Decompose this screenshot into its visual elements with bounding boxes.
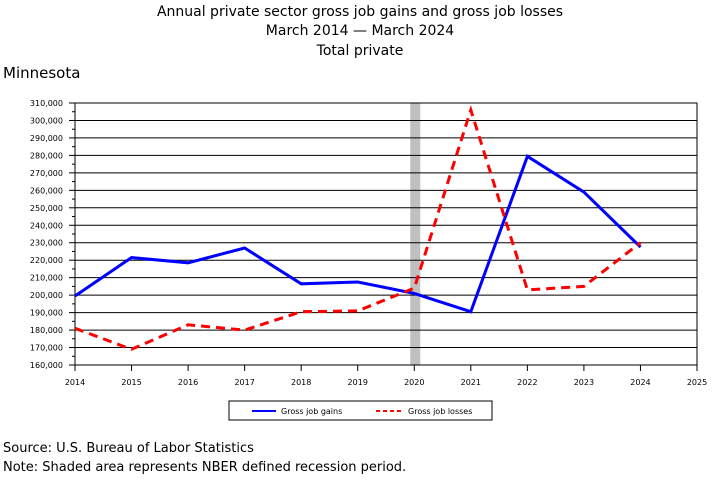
region-label: Minnesota bbox=[3, 64, 81, 82]
y-tick-label: 230,000 bbox=[30, 239, 63, 248]
x-tick-label: 2021 bbox=[461, 378, 481, 387]
recession-shading bbox=[410, 103, 421, 365]
source-note: Source: U.S. Bureau of Labor Statistics bbox=[3, 441, 254, 456]
y-tick-label: 220,000 bbox=[30, 256, 63, 265]
plot-frame bbox=[74, 102, 698, 366]
series-line-gross-job-gains bbox=[74, 154, 642, 314]
x-tick-label: 2016 bbox=[178, 378, 198, 387]
y-tick-label: 280,000 bbox=[30, 151, 63, 160]
legend: Gross job gains Gross job losses bbox=[228, 400, 493, 421]
legend-label-gains: Gross job gains bbox=[281, 407, 342, 416]
x-tick-label: 2018 bbox=[291, 378, 311, 387]
chart-title-line-1: Annual private sector gross job gains an… bbox=[156, 4, 564, 20]
x-tick-label: 2017 bbox=[234, 378, 254, 387]
y-tick-label: 180,000 bbox=[30, 326, 63, 335]
x-tick-label: 2023 bbox=[574, 378, 594, 387]
x-tick-label: 2015 bbox=[121, 378, 141, 387]
chart-title-line-3: Total private bbox=[316, 43, 404, 59]
x-tick-label: 2014 bbox=[65, 378, 85, 387]
series-line-gross-job-losses bbox=[74, 105, 642, 351]
y-tick-label: 260,000 bbox=[30, 186, 63, 195]
x-tick-label: 2020 bbox=[404, 378, 424, 387]
y-tick-label: 200,000 bbox=[30, 291, 63, 300]
recession-note: Note: Shaded area represents NBER define… bbox=[3, 460, 407, 475]
chart-title-line-2: March 2014 — March 2024 bbox=[265, 23, 455, 39]
x-tick-label: 2019 bbox=[348, 378, 368, 387]
y-tick-label: 210,000 bbox=[30, 274, 63, 283]
y-tick-label: 160,000 bbox=[30, 361, 63, 370]
x-tick-label: 2022 bbox=[517, 378, 537, 387]
y-tick-label: 290,000 bbox=[30, 134, 63, 143]
x-tick-label: 2025 bbox=[687, 378, 707, 387]
y-tick-label: 190,000 bbox=[30, 309, 63, 318]
y-tick-label: 310,000 bbox=[30, 99, 63, 108]
y-tick-label: 270,000 bbox=[30, 169, 63, 178]
y-tick-label: 240,000 bbox=[30, 221, 63, 230]
y-tick-label: 170,000 bbox=[30, 344, 63, 353]
legend-box bbox=[228, 400, 493, 421]
y-tick-label: 300,000 bbox=[30, 116, 63, 125]
legend-label-losses: Gross job losses bbox=[408, 407, 472, 416]
x-tick-label: 2024 bbox=[630, 378, 650, 387]
y-tick-label: 250,000 bbox=[30, 204, 63, 213]
